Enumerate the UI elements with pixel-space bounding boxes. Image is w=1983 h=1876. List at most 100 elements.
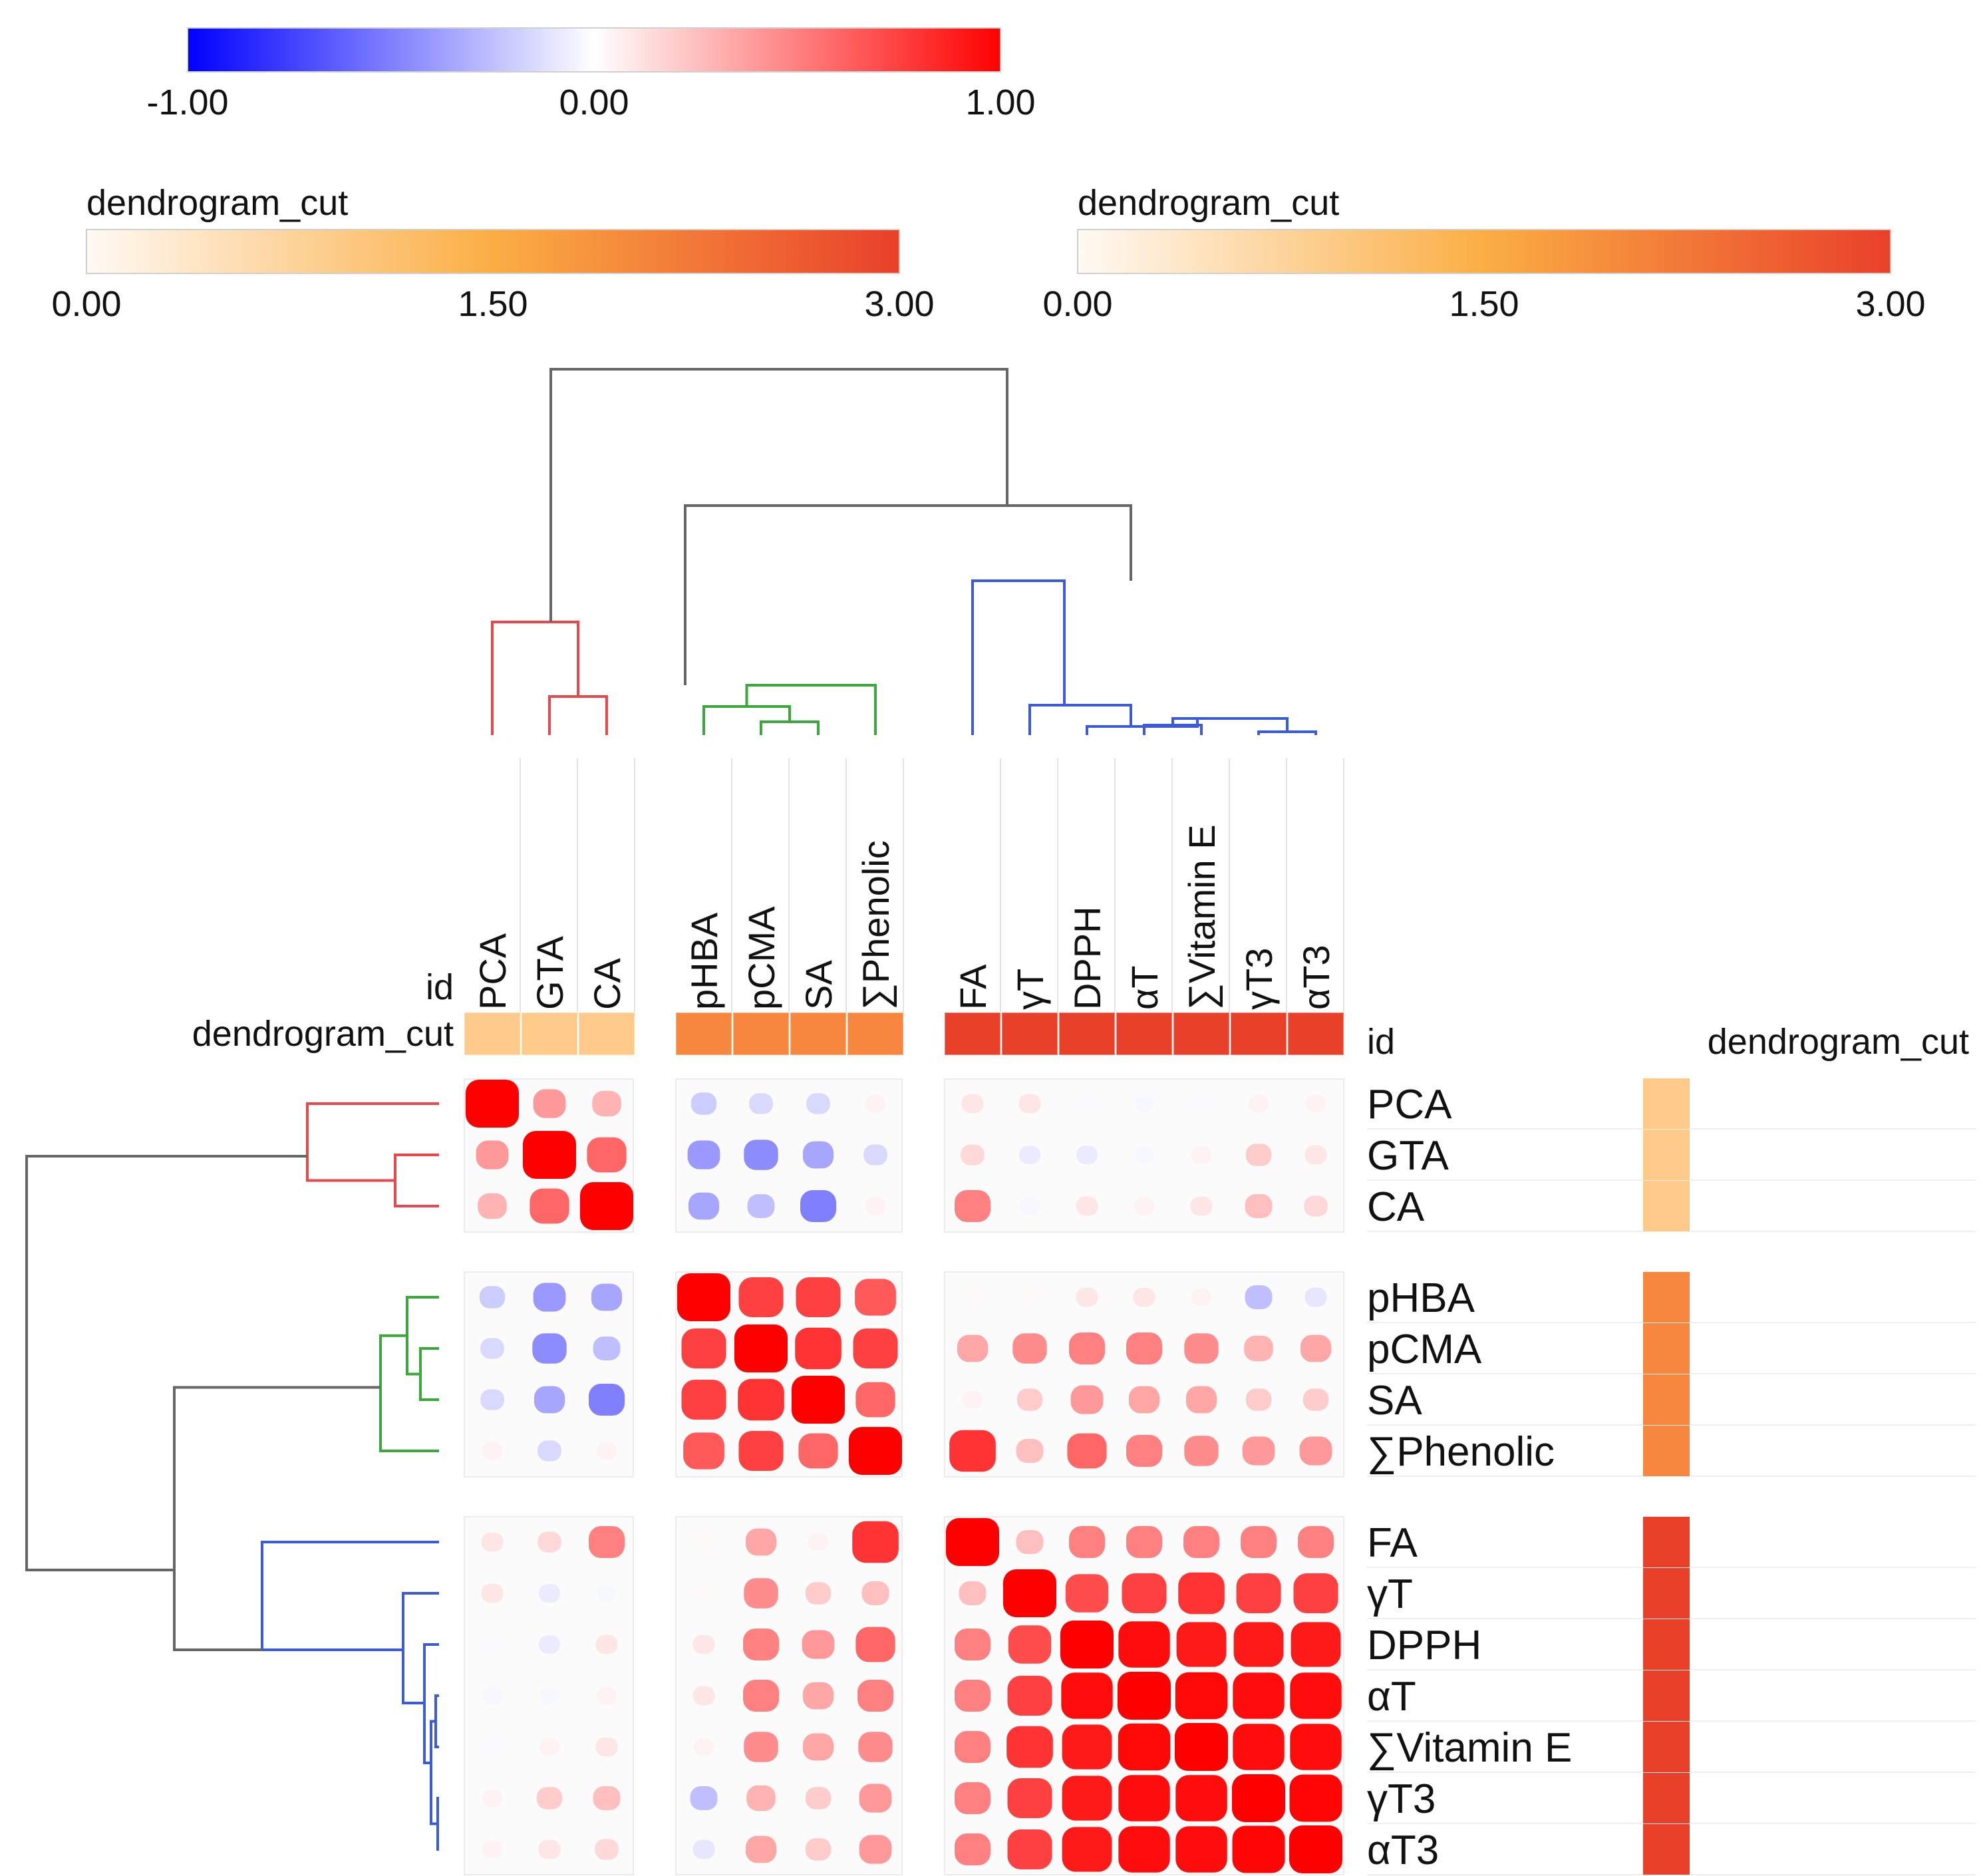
cell-6-6 — [849, 1427, 902, 1475]
cell-10-11 — [1175, 1672, 1228, 1720]
cell-2-9 — [1076, 1196, 1098, 1216]
col-label-13: αT3 — [1295, 945, 1337, 1010]
cell-2-1 — [530, 1188, 569, 1224]
cell-0-3 — [690, 1092, 717, 1115]
row-link-gta-ca — [394, 1154, 439, 1207]
cell-5-7 — [962, 1390, 983, 1409]
row-cut-8 — [1643, 1568, 1690, 1619]
row-cut-strip — [1367, 1078, 1976, 1875]
cell-13-6 — [859, 1835, 892, 1864]
col-cut-8 — [1001, 1012, 1058, 1056]
cell-11-6 — [858, 1732, 893, 1762]
cell-9-13 — [1291, 1622, 1341, 1667]
cell-3-3 — [677, 1273, 730, 1321]
cell-13-11 — [1175, 1826, 1227, 1873]
col-link-toco-group — [1171, 717, 1289, 732]
col-label-7: FA — [952, 964, 994, 1010]
cell-13-8 — [1007, 1829, 1052, 1869]
row-label-13: αT3 — [1367, 1827, 1439, 1873]
cell-3-7 — [963, 1289, 983, 1306]
col-cut-2 — [578, 1012, 635, 1056]
col-cut-colorbar-gradient — [86, 229, 900, 274]
col-cut-colorbar-title: dendrogram_cut — [86, 183, 348, 223]
row-cut-0 — [1643, 1078, 1690, 1129]
col-cut-1 — [521, 1012, 578, 1056]
cell-9-10 — [1118, 1621, 1170, 1668]
row-cut-5 — [1643, 1374, 1690, 1425]
cell-2-10 — [1134, 1197, 1155, 1215]
cell-4-11 — [1184, 1333, 1219, 1364]
cell-13-0 — [482, 1840, 503, 1859]
cell-1-7 — [961, 1144, 985, 1166]
row-link-pca-group — [306, 1102, 439, 1182]
row-cut-colorbar-tick-mid: 1.50 — [1449, 284, 1519, 324]
cell-1-8 — [1018, 1146, 1041, 1164]
cell-9-11 — [1176, 1622, 1227, 1667]
cell-3-4 — [738, 1277, 784, 1317]
heatmap-cells — [464, 1078, 1344, 1875]
cell-12-6 — [859, 1784, 892, 1813]
row-link-fa — [261, 1541, 439, 1651]
cell-1-9 — [1076, 1146, 1098, 1164]
cell-1-5 — [802, 1141, 834, 1169]
col-label-12: γT3 — [1238, 948, 1280, 1010]
cell-3-11 — [1191, 1288, 1212, 1307]
cell-7-8 — [1016, 1530, 1044, 1554]
row-label-8: γT — [1367, 1571, 1413, 1617]
row-link-gt — [402, 1592, 439, 1704]
row-cut-10 — [1643, 1670, 1690, 1721]
cell-6-4 — [738, 1431, 784, 1471]
cell-13-7 — [955, 1833, 991, 1865]
col-cut-10 — [1116, 1012, 1173, 1056]
cell-11-10 — [1118, 1723, 1171, 1771]
col-cut-9 — [1058, 1012, 1116, 1056]
row-id-header: id — [1367, 1022, 1395, 1062]
cell-3-9 — [1076, 1287, 1098, 1307]
row-link-phenolic-group — [379, 1334, 439, 1452]
cell-1-13 — [1304, 1145, 1327, 1165]
row-cut-6 — [1643, 1426, 1690, 1476]
cell-12-7 — [955, 1782, 991, 1814]
cell-5-1 — [534, 1386, 565, 1414]
col-link-gt — [1028, 704, 1132, 735]
cell-8-4 — [744, 1578, 778, 1609]
row-link-cluster23 — [173, 1386, 381, 1651]
cell-10-6 — [857, 1680, 893, 1712]
cell-2-11 — [1190, 1196, 1213, 1216]
cell-5-11 — [1185, 1386, 1217, 1414]
row-link-at-vite — [434, 1694, 439, 1748]
cell-10-0 — [482, 1687, 502, 1704]
col-link-dpph — [1086, 718, 1199, 735]
col-cut-3 — [675, 1012, 732, 1056]
row-cut-colorbar-tick-max: 3.00 — [1855, 284, 1925, 324]
cell-11-12 — [1233, 1724, 1285, 1770]
row-cut-colorbar-title: dendrogram_cut — [1078, 183, 1339, 223]
cell-7-12 — [1241, 1526, 1277, 1558]
cell-0-2 — [592, 1090, 621, 1117]
cell-6-3 — [683, 1432, 724, 1470]
row-link-pcma-sa — [419, 1347, 439, 1401]
cell-2-13 — [1304, 1195, 1328, 1217]
cell-3-2 — [591, 1283, 623, 1311]
cell-2-3 — [688, 1192, 720, 1220]
cell-3-10 — [1133, 1287, 1155, 1307]
cell-6-9 — [1067, 1433, 1107, 1469]
cell-3-12 — [1245, 1285, 1273, 1309]
cell-5-10 — [1128, 1386, 1160, 1414]
row-link-root — [25, 1155, 307, 1571]
cell-12-9 — [1062, 1776, 1112, 1821]
col-link-cluster23 — [684, 504, 1132, 685]
cell-6-5 — [798, 1433, 838, 1469]
cell-0-6 — [865, 1094, 886, 1113]
cell-5-12 — [1245, 1388, 1272, 1411]
cell-12-0 — [482, 1789, 503, 1807]
cell-9-9 — [1060, 1621, 1114, 1668]
main-colorbar-gradient — [187, 27, 1001, 73]
cell-7-11 — [1183, 1526, 1219, 1558]
col-cut-12 — [1230, 1012, 1287, 1056]
cell-8-2 — [597, 1585, 617, 1602]
cell-8-5 — [805, 1582, 832, 1605]
row-cut-colorbar-gradient — [1077, 229, 1891, 274]
col-link-gta-ca — [548, 695, 608, 735]
